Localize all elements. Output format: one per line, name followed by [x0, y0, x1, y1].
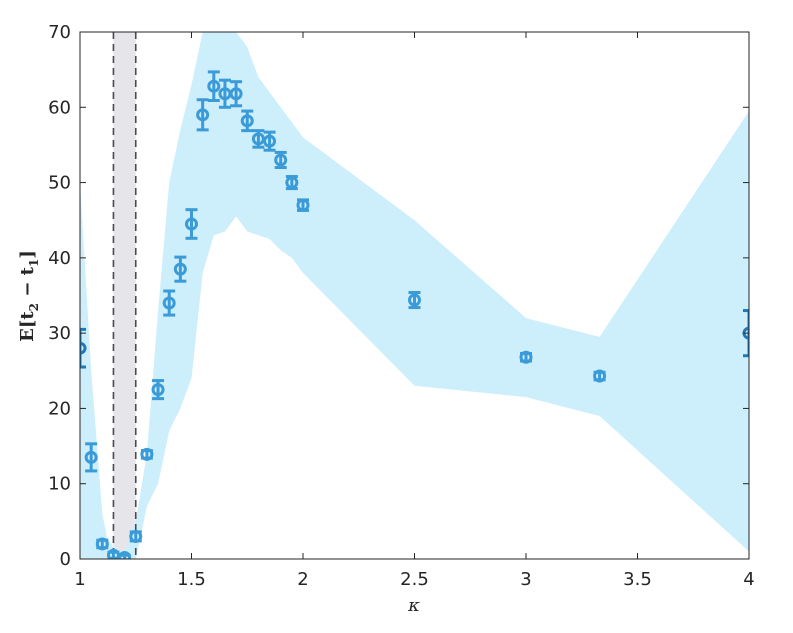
x-tick-label: 3 — [520, 569, 531, 590]
data-point — [140, 447, 154, 461]
y-axis-label: E[t2 − t1] — [17, 250, 41, 342]
data-point — [274, 150, 288, 170]
point-marker — [229, 87, 243, 101]
data-point — [129, 529, 143, 543]
y-tick-label: 50 — [48, 173, 71, 194]
data-point — [162, 289, 176, 317]
y-tick-label: 20 — [48, 398, 71, 419]
data-point — [106, 548, 120, 559]
shaded-interval — [113, 32, 136, 559]
data-point — [408, 290, 421, 310]
point-marker — [118, 550, 132, 559]
point-marker — [593, 369, 607, 383]
point-marker — [408, 293, 421, 307]
point-marker — [296, 198, 310, 212]
data-point — [240, 109, 254, 133]
data-point — [196, 98, 210, 132]
y-axis-label-left: E[t — [17, 311, 38, 342]
point-marker — [263, 134, 277, 148]
y-axis-label-sub1: 2 — [27, 303, 41, 311]
data-point — [173, 255, 187, 283]
y-axis-label-right: ] — [17, 250, 38, 259]
points-layer — [80, 70, 749, 559]
y-axis-label-mid: − t — [17, 266, 38, 303]
data-point — [80, 327, 87, 369]
data-point — [95, 537, 109, 551]
data-point — [519, 350, 533, 364]
y-axis-label-sub2: 1 — [27, 259, 41, 267]
data-point — [251, 129, 265, 149]
point-marker — [151, 383, 165, 397]
x-tick-label: 1.5 — [177, 569, 206, 590]
y-tick-label: 60 — [48, 97, 71, 118]
data-point — [151, 379, 165, 401]
point-marker — [173, 262, 187, 276]
x-tick-label: 1 — [74, 569, 85, 590]
point-marker — [84, 450, 98, 464]
point-marker — [196, 108, 210, 122]
data-point — [185, 208, 198, 240]
point-marker — [207, 79, 221, 93]
data-point — [593, 369, 607, 383]
x-tick-label: 3.5 — [623, 569, 652, 590]
y-tick-label: 40 — [48, 248, 71, 269]
point-marker — [140, 447, 154, 461]
y-tick-label: 30 — [48, 323, 71, 344]
data-point — [263, 130, 277, 152]
y-ticks: 0 10 20 30 40 50 60 70 — [48, 22, 749, 570]
data-point — [84, 442, 98, 473]
x-ticks: 1 1.5 2 2.5 3 3.5 4 — [74, 32, 755, 590]
point-marker — [285, 176, 299, 190]
data-point — [285, 175, 299, 191]
point-marker — [251, 132, 265, 146]
y-tick-label: 70 — [48, 22, 71, 43]
point-marker — [185, 217, 198, 231]
data-point — [296, 198, 310, 212]
data-point — [229, 80, 243, 108]
vline-layer — [112, 32, 137, 559]
data-point — [207, 70, 221, 103]
point-marker — [95, 537, 109, 551]
y-tick-label: 0 — [60, 549, 71, 570]
x-axis-label: κ — [407, 595, 420, 616]
point-marker — [519, 350, 533, 364]
x-tick-label: 4 — [743, 569, 754, 590]
x-tick-label: 2 — [297, 569, 308, 590]
x-tick-label: 2.5 — [400, 569, 429, 590]
point-marker — [129, 529, 143, 543]
data-point — [118, 550, 132, 559]
shade-layer — [113, 32, 136, 559]
data-point — [218, 78, 232, 109]
plot-area — [80, 32, 749, 559]
point-marker — [240, 114, 254, 128]
y-tick-label: 10 — [48, 474, 71, 495]
point-marker — [106, 548, 120, 559]
point-marker — [162, 296, 176, 310]
point-marker — [80, 341, 87, 355]
point-marker — [274, 153, 288, 167]
